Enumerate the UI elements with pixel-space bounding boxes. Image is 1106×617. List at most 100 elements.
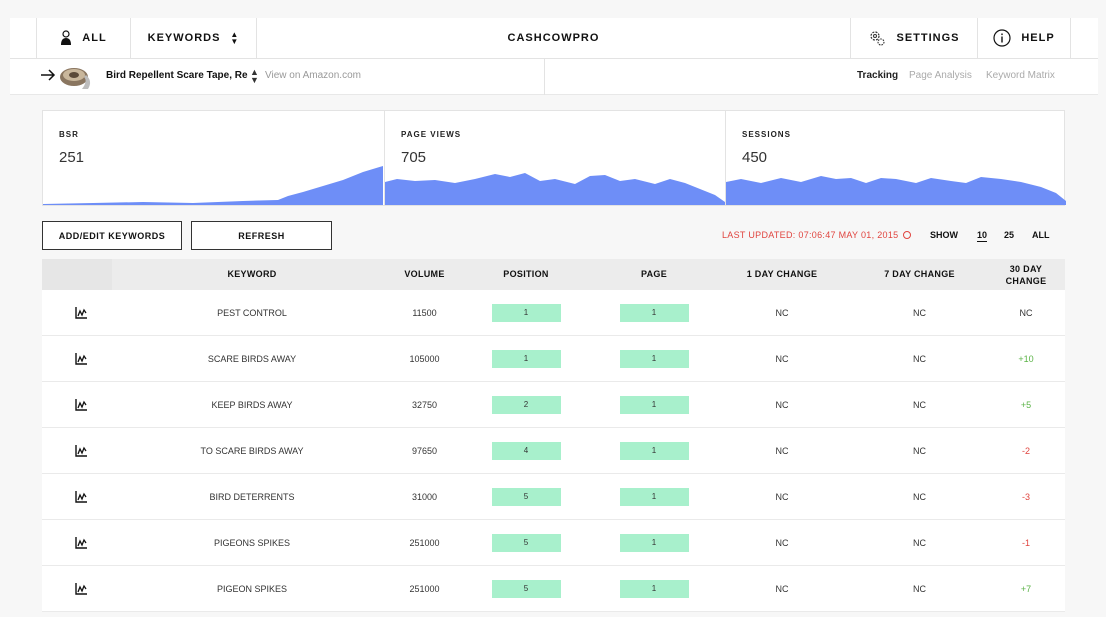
- position-badge: 5: [491, 579, 561, 598]
- page-badge: 1: [619, 579, 689, 598]
- help-button[interactable]: HELP: [978, 18, 1070, 58]
- seven-day-change-cell: NC: [913, 399, 926, 410]
- keyword-cell: PIGEON SPIKES: [216, 583, 288, 594]
- page-badge: 1: [619, 395, 689, 414]
- thirty-day-change-cell: +5: [1020, 399, 1032, 410]
- show-all-option[interactable]: ALL: [1032, 230, 1050, 240]
- page-badge: 1: [619, 349, 689, 368]
- divider: [850, 18, 851, 58]
- position-cell: 5: [486, 520, 566, 565]
- product-select-caret-icon[interactable]: ▲ ▼: [250, 67, 259, 85]
- arrow-right-icon[interactable]: [40, 68, 56, 82]
- product-thumbnail: [60, 68, 91, 89]
- chart-button[interactable]: [42, 520, 120, 565]
- one-day-change-cell: NC: [775, 399, 789, 410]
- position-cell: 5: [486, 566, 566, 611]
- line-chart-icon: [74, 582, 87, 595]
- header-line-2: CHANGE: [1005, 276, 1047, 286]
- thirty-day-change-cell: +10: [1018, 353, 1034, 364]
- column-header-volume[interactable]: VOLUME: [404, 269, 445, 279]
- add-edit-keywords-button[interactable]: ADD/EDIT KEYWORDS: [42, 221, 182, 250]
- show-label: SHOW: [930, 230, 958, 240]
- show-25-option[interactable]: 25: [1004, 230, 1015, 240]
- one-day-change-cell: NC: [775, 307, 789, 318]
- table-row[interactable]: PIGEONS SPIKES 251000 5 1 NC NC -1: [42, 520, 1065, 566]
- one-day-change-cell: NC: [775, 583, 789, 594]
- thirty-day-change-cell: -2: [1021, 445, 1030, 456]
- column-header-1-day-change[interactable]: 1 DAY CHANGE: [746, 269, 818, 279]
- table-row[interactable]: PIGEON SPIKES 251000 5 1 NC NC +7: [42, 566, 1065, 612]
- table-row[interactable]: SCARE BIRDS AWAY 105000 1 1 NC NC +10: [42, 336, 1065, 382]
- position-badge: 1: [491, 349, 561, 368]
- page-badge: 1: [619, 303, 689, 322]
- keyword-cell: PIGEONS SPIKES: [213, 537, 291, 548]
- keyword-cell: BIRD DETERRENTS: [209, 491, 295, 502]
- settings-button[interactable]: SETTINGS: [851, 18, 977, 58]
- seven-day-change-cell: NC: [913, 307, 926, 318]
- stat-label: PAGE VIEWS: [401, 130, 462, 139]
- last-updated-text: LAST UPDATED: 07:06:47 MAY 01, 2015: [722, 230, 899, 240]
- stat-value: 450: [742, 149, 768, 166]
- all-filter-button[interactable]: ALL: [37, 18, 130, 58]
- table-row[interactable]: PEST CONTROL 11500 1 1 NC NC NC: [42, 290, 1065, 336]
- chart-button[interactable]: [42, 566, 120, 611]
- gear-icon: [870, 31, 886, 46]
- user-icon: [61, 30, 72, 45]
- table-row[interactable]: TO SCARE BIRDS AWAY 97650 4 1 NC NC -2: [42, 428, 1065, 474]
- position-badge: 5: [491, 487, 561, 506]
- refresh-button[interactable]: REFRESH: [191, 221, 332, 250]
- product-bar: Bird Repellent Scare Tape, Re ▲ ▼ View on…: [10, 59, 1098, 95]
- chart-button[interactable]: [42, 382, 120, 427]
- page-cell: 1: [614, 336, 694, 381]
- table-header: KEYWORD VOLUME POSITION PAGE 1 DAY CHANG…: [42, 259, 1065, 290]
- chart-button[interactable]: [42, 474, 120, 519]
- chart-button[interactable]: [42, 290, 120, 335]
- column-header-keyword[interactable]: KEYWORD: [227, 269, 277, 279]
- seven-day-change-cell: NC: [913, 491, 926, 502]
- seven-day-change-cell: NC: [913, 353, 926, 364]
- product-name: Bird Repellent Scare Tape, Re: [106, 70, 248, 81]
- position-badge: 2: [491, 395, 561, 414]
- volume-cell: 11500: [412, 307, 437, 318]
- position-badge: 5: [491, 533, 561, 552]
- info-icon: [993, 29, 1011, 47]
- divider: [977, 18, 978, 58]
- line-chart-icon: [74, 490, 87, 503]
- divider: [130, 18, 131, 58]
- column-header-7-day-change[interactable]: 7 DAY CHANGE: [884, 269, 955, 279]
- chart-button[interactable]: [42, 336, 120, 381]
- tab-keyword-matrix[interactable]: Keyword Matrix: [986, 70, 1055, 81]
- keyword-cell: TO SCARE BIRDS AWAY: [200, 445, 304, 456]
- keywords-label: KEYWORDS: [147, 32, 221, 44]
- page-cell: 1: [614, 290, 694, 335]
- stat-card-page-views: PAGE VIEWS 705: [384, 111, 725, 205]
- amazon-link[interactable]: View on Amazon.com: [265, 70, 361, 81]
- show-10-option[interactable]: 10: [977, 230, 988, 242]
- position-badge: 1: [491, 303, 561, 322]
- stat-value: 251: [59, 149, 85, 166]
- tab-page-analysis[interactable]: Page Analysis: [909, 70, 972, 81]
- volume-cell: 31000: [411, 491, 438, 502]
- position-cell: 4: [486, 428, 566, 473]
- page-views-sparkline: [385, 173, 725, 205]
- one-day-change-cell: NC: [775, 537, 789, 548]
- table-row[interactable]: KEEP BIRDS AWAY 32750 2 1 NC NC +5: [42, 382, 1065, 428]
- seven-day-change-cell: NC: [913, 445, 926, 456]
- stat-card-sessions: SESSIONS 450: [725, 111, 1066, 205]
- line-chart-icon: [74, 352, 87, 365]
- sessions-sparkline: [726, 176, 1066, 205]
- position-cell: 1: [486, 336, 566, 381]
- chart-button[interactable]: [42, 428, 120, 473]
- column-header-30-day-change[interactable]: 30 DAY CHANGE: [987, 263, 1065, 287]
- column-header-position[interactable]: POSITION: [503, 269, 549, 279]
- page-cell: 1: [614, 566, 694, 611]
- thirty-day-change-cell: +7: [1020, 583, 1032, 594]
- seven-day-change-cell: NC: [913, 583, 926, 594]
- tab-tracking[interactable]: Tracking: [857, 70, 899, 81]
- last-updated-status: LAST UPDATED: 07:06:47 MAY 01, 2015: [722, 230, 912, 240]
- thirty-day-change-cell: -1: [1021, 537, 1030, 548]
- table-row[interactable]: BIRD DETERRENTS 31000 5 1 NC NC -3: [42, 474, 1065, 520]
- keywords-sort-button[interactable]: KEYWORDS ▲ ▼: [131, 18, 256, 58]
- divider: [544, 59, 545, 95]
- column-header-page[interactable]: PAGE: [640, 269, 668, 279]
